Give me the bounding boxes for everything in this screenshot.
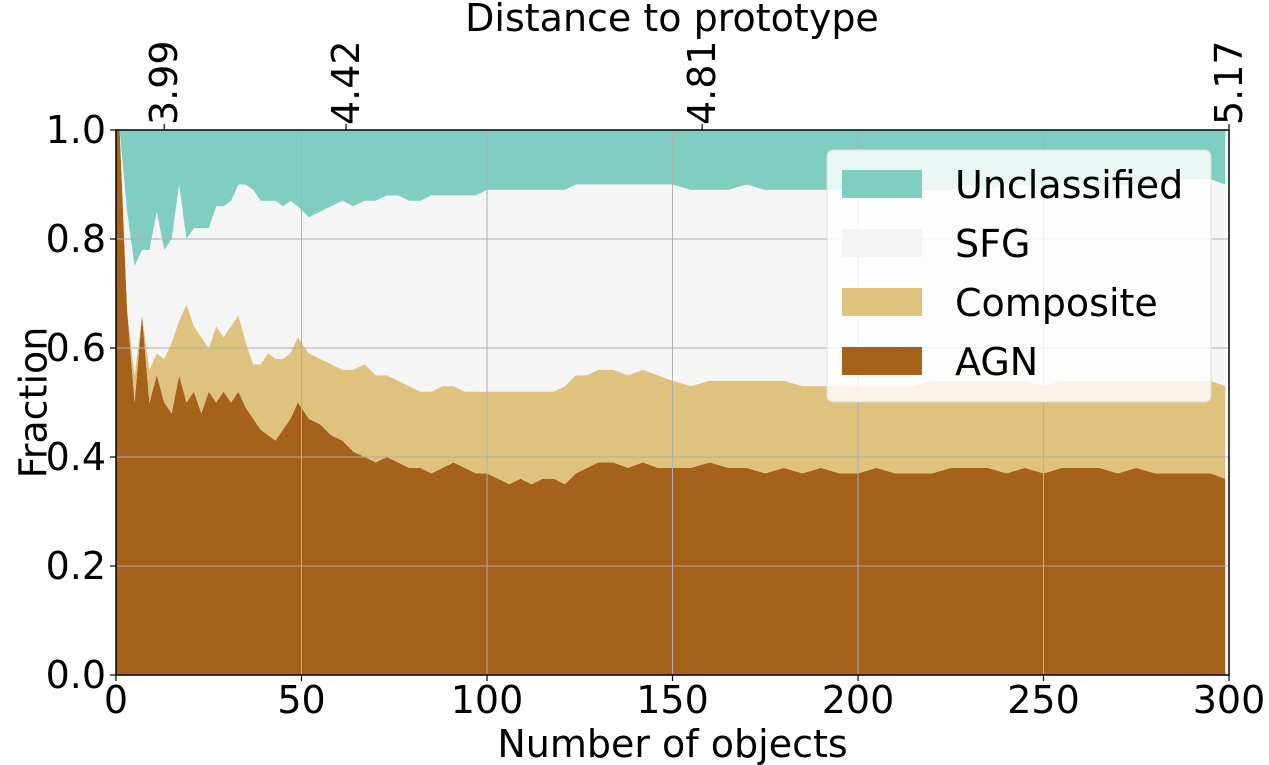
y-axis-ticks: 0.0 0.2 0.4 0.6 0.8 1.0 [46,108,116,697]
legend-swatch-composite [842,288,922,316]
x-tick-label: 200 [822,678,895,722]
top-tick-label: 4.42 [324,40,368,125]
legend-label-composite: Composite [955,281,1158,325]
legend-swatch-unclassified [842,170,922,198]
y-tick-label: 0.2 [46,544,106,588]
top-tick-label: 3.99 [142,40,186,125]
x-tick-label: 150 [636,678,709,722]
x-tick-label: 250 [1007,678,1080,722]
y-tick-label: 1.0 [46,108,106,152]
x-tick-label: 300 [1193,678,1266,722]
y-tick-label: 0.4 [46,435,106,479]
top-axis-ticks: 3.99 4.42 4.81 5.17 [142,40,1251,130]
y-tick-label: 0.6 [46,326,106,370]
legend-label-agn: AGN [955,340,1038,384]
top-tick-label: 5.17 [1207,40,1251,125]
legend-box [826,149,1212,403]
x-tick-label: 50 [277,678,325,722]
legend-swatch-agn [842,347,922,375]
legend-swatch-sfg [842,229,922,257]
top-tick-label: 4.81 [680,40,724,125]
y-axis-label: Fraction [11,327,55,479]
area-agn [116,130,1226,675]
top-axis-label: Distance to prototype [465,0,879,40]
legend: Unclassified SFG Composite AGN [826,149,1212,403]
legend-label-sfg: SFG [955,222,1030,266]
x-axis-ticks: 0 50 100 150 200 250 300 [104,675,1265,722]
x-axis-label: Number of objects [497,722,847,765]
x-tick-label: 100 [451,678,524,722]
x-tick-label: 0 [104,678,128,722]
y-tick-label: 0.0 [46,653,106,697]
legend-label-unclassified: Unclassified [955,163,1183,207]
y-tick-label: 0.8 [46,217,106,261]
